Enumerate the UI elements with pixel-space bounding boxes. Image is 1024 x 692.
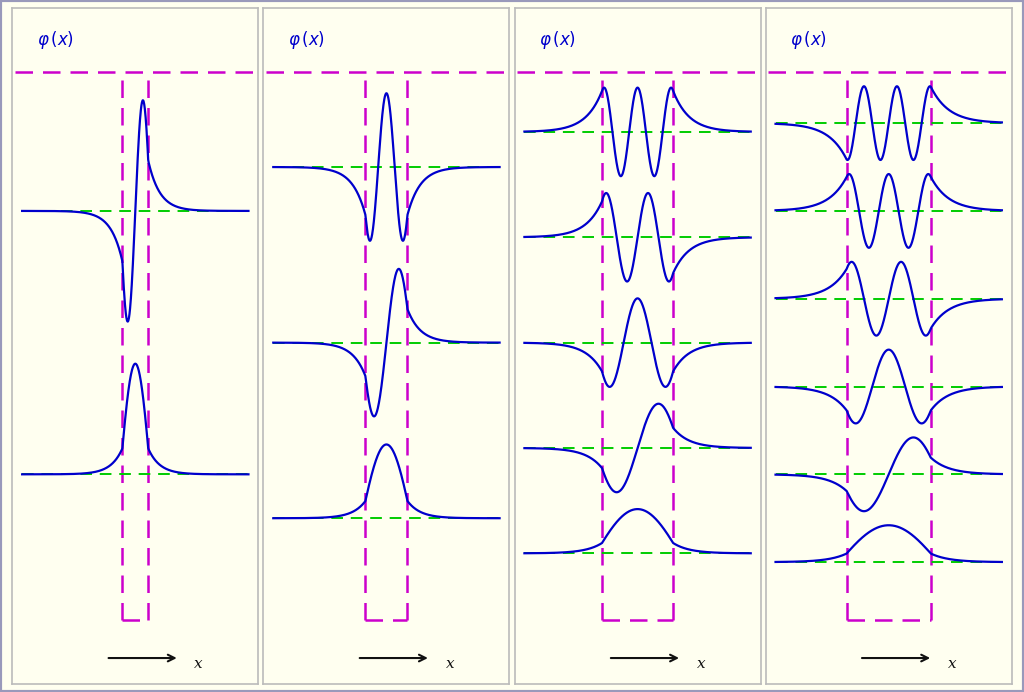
Text: x: x bbox=[445, 657, 454, 671]
Text: x: x bbox=[948, 657, 956, 671]
Text: x: x bbox=[696, 657, 706, 671]
Text: $\varphi\,(x)$: $\varphi\,(x)$ bbox=[37, 30, 74, 51]
Text: $\varphi\,(x)$: $\varphi\,(x)$ bbox=[288, 30, 325, 51]
Text: $\varphi\,(x)$: $\varphi\,(x)$ bbox=[540, 30, 577, 51]
Text: x: x bbox=[195, 657, 203, 671]
Text: $\varphi\,(x)$: $\varphi\,(x)$ bbox=[791, 30, 827, 51]
